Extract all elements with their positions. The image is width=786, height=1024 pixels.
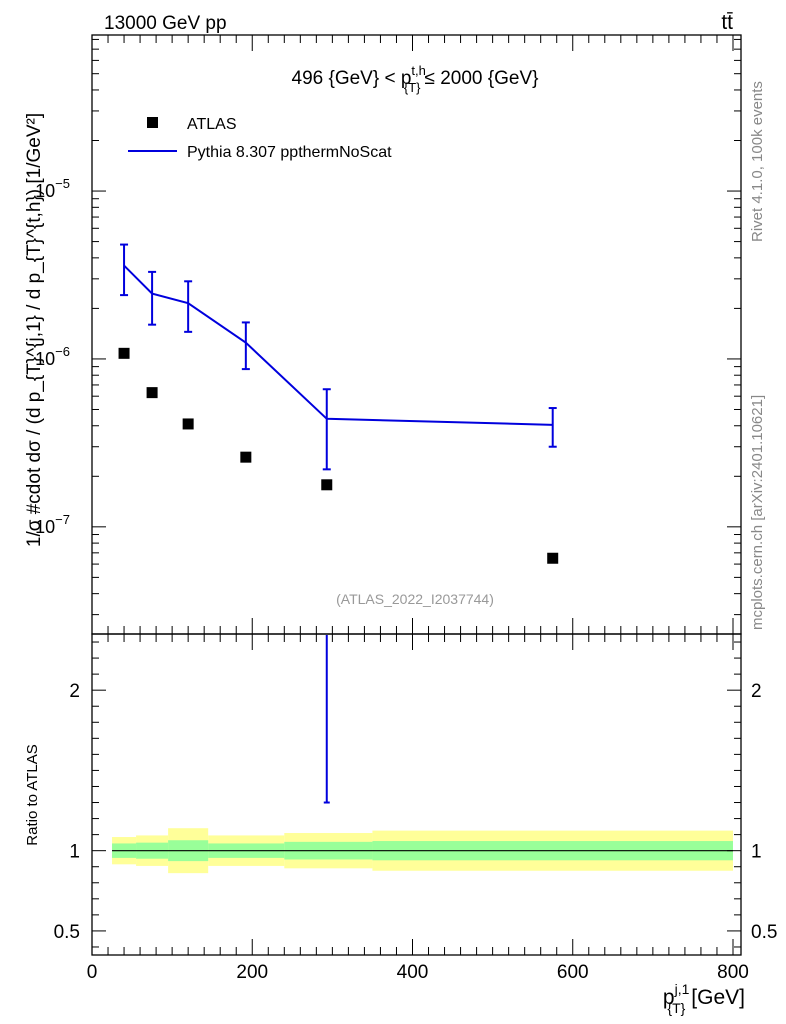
ratio-ytick-label-left-1: 1: [69, 842, 80, 863]
main-title-sub: {T}: [404, 80, 421, 95]
xlabel-sup: j,1: [674, 981, 690, 997]
mcplots-label: mcplots.cern.ch [arXiv:2401.10621]: [749, 395, 766, 630]
main-ytick-label-2: 10−7: [35, 512, 70, 537]
x-tick-label-3: 600: [557, 962, 589, 983]
rivet-label: Rivet 4.1.0, 100k events: [749, 81, 766, 242]
ratio-ytick-label-right-1: 1: [751, 842, 762, 863]
x-tick-label-2: 400: [397, 962, 429, 983]
main-panel: 10−5 10−6 10−7: [35, 34, 742, 635]
main-ytick-label-1: 10−6: [35, 344, 70, 369]
ratio-ytick-label-left-0: 0.5: [54, 922, 80, 943]
x-tick-label-4: 800: [717, 962, 749, 983]
legend-atlas-marker: [147, 117, 158, 128]
ratio-ylabel: Ratio to ATLAS: [24, 744, 41, 845]
x-tick-label-1: 200: [236, 962, 268, 983]
main-title: 496 {GeV} < pt,h {T} ≤ 2000 {GeV}: [292, 63, 539, 95]
atlas-point-1: [146, 387, 158, 399]
ratio-ytick-label-left-2: 2: [69, 681, 80, 702]
ratio-ytick-label-right-0: 0.5: [751, 922, 777, 943]
process-label: tt̄: [721, 11, 733, 34]
atlas-point-2: [182, 418, 194, 430]
energy-label: 13000 GeV pp: [104, 13, 227, 34]
xlabel-unit: [GeV]: [691, 986, 745, 1009]
atlas-point-4: [321, 479, 333, 491]
atlas-point-5: [547, 552, 559, 564]
legend-pythia-label: Pythia 8.307 ppthermNoScat: [187, 144, 392, 161]
xlabel-sub: {T}: [667, 1000, 685, 1016]
main-title-right: ≤ 2000 {GeV}: [425, 68, 539, 89]
x-tick-label-0: 0: [87, 962, 98, 983]
main-title-sup: t,h: [411, 63, 425, 78]
pythia-series-line: [123, 264, 553, 426]
main-title-left: 496 {GeV} < p: [292, 68, 412, 89]
atlas-point-0: [118, 347, 130, 359]
main-ylabel: 1/σ #cdot dσ / (d p_{T}^{j,1} / d p_{T}^…: [24, 113, 45, 547]
analysis-watermark: (ATLAS_2022_I2037744): [336, 591, 494, 607]
legend-atlas-label: ATLAS: [187, 116, 237, 133]
atlas-point-3: [240, 451, 252, 463]
main-ytick-label-0: 10−5: [35, 176, 70, 201]
xlabel-main: p: [663, 986, 675, 1009]
ratio-ytick-label-right-2: 2: [751, 681, 762, 702]
x-axis-label: pj,1 {T} [GeV]: [663, 981, 745, 1016]
ratio-frame: [91, 633, 742, 956]
